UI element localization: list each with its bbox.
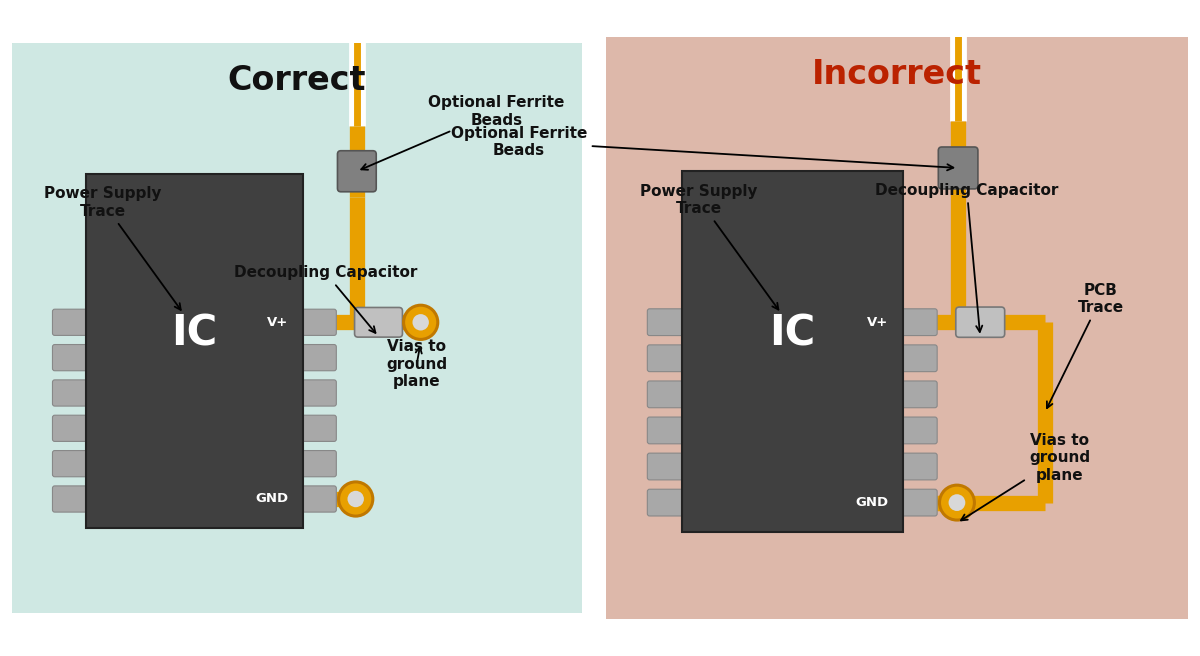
Text: Power Supply
Trace: Power Supply Trace xyxy=(44,186,181,310)
FancyBboxPatch shape xyxy=(647,489,684,516)
Circle shape xyxy=(403,305,438,339)
FancyBboxPatch shape xyxy=(86,174,302,527)
FancyBboxPatch shape xyxy=(53,344,89,371)
FancyBboxPatch shape xyxy=(900,453,937,480)
Text: Optional Ferrite
Beads: Optional Ferrite Beads xyxy=(361,95,565,170)
FancyBboxPatch shape xyxy=(647,417,684,444)
Text: Decoupling Capacitor: Decoupling Capacitor xyxy=(875,182,1058,332)
FancyBboxPatch shape xyxy=(337,151,377,192)
FancyBboxPatch shape xyxy=(53,415,89,441)
Text: Incorrect: Incorrect xyxy=(812,58,982,91)
Text: Correct: Correct xyxy=(228,64,366,96)
FancyBboxPatch shape xyxy=(647,309,684,336)
FancyBboxPatch shape xyxy=(300,486,336,512)
FancyBboxPatch shape xyxy=(53,380,89,406)
Text: GND: GND xyxy=(856,496,888,509)
Circle shape xyxy=(348,491,364,507)
Text: Vias to
ground
plane: Vias to ground plane xyxy=(961,433,1091,520)
FancyBboxPatch shape xyxy=(955,307,1004,337)
FancyBboxPatch shape xyxy=(900,309,937,336)
FancyBboxPatch shape xyxy=(300,309,336,335)
FancyBboxPatch shape xyxy=(53,309,89,335)
Text: GND: GND xyxy=(256,493,288,506)
FancyBboxPatch shape xyxy=(300,415,336,441)
Text: V+: V+ xyxy=(268,316,288,329)
FancyBboxPatch shape xyxy=(900,381,937,408)
Circle shape xyxy=(413,314,428,331)
FancyBboxPatch shape xyxy=(53,486,89,512)
Text: Decoupling Capacitor: Decoupling Capacitor xyxy=(234,265,418,333)
Text: Optional Ferrite
Beads: Optional Ferrite Beads xyxy=(450,125,953,171)
FancyBboxPatch shape xyxy=(647,345,684,372)
FancyBboxPatch shape xyxy=(647,453,684,480)
FancyBboxPatch shape xyxy=(938,147,978,189)
Circle shape xyxy=(940,485,974,520)
Text: V+: V+ xyxy=(868,316,888,329)
Circle shape xyxy=(338,482,373,516)
FancyBboxPatch shape xyxy=(354,308,402,337)
FancyBboxPatch shape xyxy=(900,417,937,444)
Text: IC: IC xyxy=(172,313,217,355)
Text: PCB
Trace: PCB Trace xyxy=(1046,283,1123,408)
FancyBboxPatch shape xyxy=(900,345,937,372)
FancyBboxPatch shape xyxy=(604,34,1190,622)
FancyBboxPatch shape xyxy=(682,171,902,532)
FancyBboxPatch shape xyxy=(647,381,684,408)
FancyBboxPatch shape xyxy=(10,40,584,616)
Circle shape xyxy=(948,494,965,511)
Text: IC: IC xyxy=(769,313,815,355)
FancyBboxPatch shape xyxy=(900,489,937,516)
Text: Vias to
ground
plane: Vias to ground plane xyxy=(386,339,448,389)
FancyBboxPatch shape xyxy=(300,380,336,406)
FancyBboxPatch shape xyxy=(300,451,336,477)
FancyBboxPatch shape xyxy=(53,451,89,477)
FancyBboxPatch shape xyxy=(300,344,336,371)
Text: Power Supply
Trace: Power Supply Trace xyxy=(641,184,779,310)
